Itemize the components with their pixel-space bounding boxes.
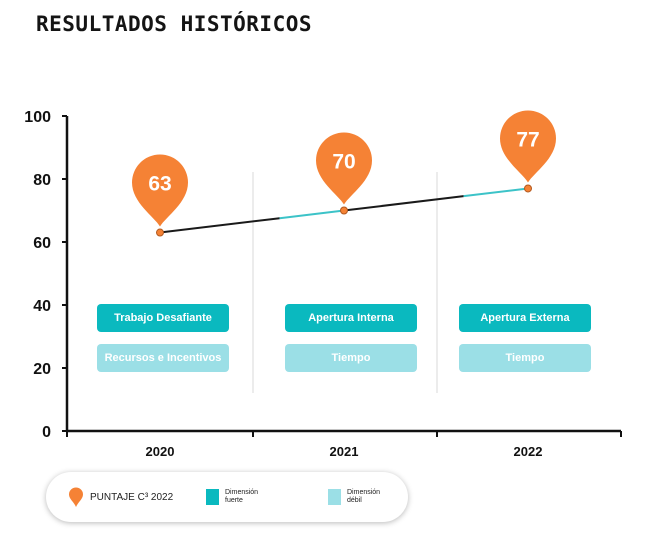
data-label: 63 bbox=[148, 173, 171, 196]
y-tick-label: 0 bbox=[42, 424, 51, 441]
y-tick-label: 80 bbox=[33, 172, 51, 189]
legend-score-label: PUNTAJE C³ 2022 bbox=[90, 491, 174, 503]
strong-dimension-label: Apertura Externa bbox=[459, 304, 591, 332]
legend-strong-label: Dimensión fuerte bbox=[225, 489, 259, 504]
strong-dimension-label: Apertura Interna bbox=[285, 304, 417, 332]
legend-item-weak: Dimensión débil bbox=[328, 472, 387, 522]
series-line-segment bbox=[159, 217, 280, 234]
page-title: RESULTADOS HISTÓRICOS bbox=[36, 12, 313, 36]
weak-dimension-label: Tiempo bbox=[285, 344, 417, 372]
chart-legend: PUNTAJE C³ 2022 Dimensión fuerte Dimensi… bbox=[46, 472, 408, 522]
y-tick-label: 100 bbox=[24, 109, 51, 126]
y-tick-label: 60 bbox=[33, 235, 51, 252]
series-line-segment bbox=[279, 209, 345, 220]
x-tick-label: 2021 bbox=[330, 444, 359, 459]
legend-item-strong: Dimensión fuerte bbox=[206, 472, 265, 522]
data-point bbox=[156, 228, 164, 237]
data-point bbox=[340, 206, 348, 215]
y-tick-label: 20 bbox=[33, 361, 51, 378]
data-label: 77 bbox=[516, 128, 539, 151]
strong-dimension-label: Trabajo Desafiante bbox=[97, 304, 229, 332]
legend-weak-label: Dimensión débil bbox=[347, 489, 381, 504]
pin-icon bbox=[69, 487, 83, 507]
series-line-segment bbox=[343, 195, 464, 212]
legend-item-score: PUNTAJE C³ 2022 bbox=[68, 472, 173, 522]
data-point bbox=[524, 184, 532, 193]
value-pin-marker bbox=[500, 110, 556, 183]
y-tick-label: 40 bbox=[33, 298, 51, 315]
x-tick-label: 2022 bbox=[514, 444, 543, 459]
weak-swatch bbox=[328, 489, 341, 505]
x-tick-label: 2020 bbox=[146, 444, 175, 459]
value-pin-marker bbox=[132, 154, 188, 227]
data-label: 70 bbox=[332, 151, 355, 174]
strong-swatch bbox=[206, 489, 219, 505]
weak-dimension-label: Recursos e Incentivos bbox=[97, 344, 229, 372]
line-chart: 0 20 40 60 80 100 2020 2021 2022 63 70 77 bbox=[24, 109, 622, 459]
value-pin-marker bbox=[316, 132, 373, 205]
weak-dimension-label: Tiempo bbox=[459, 344, 591, 372]
series-line-segment bbox=[463, 187, 529, 198]
